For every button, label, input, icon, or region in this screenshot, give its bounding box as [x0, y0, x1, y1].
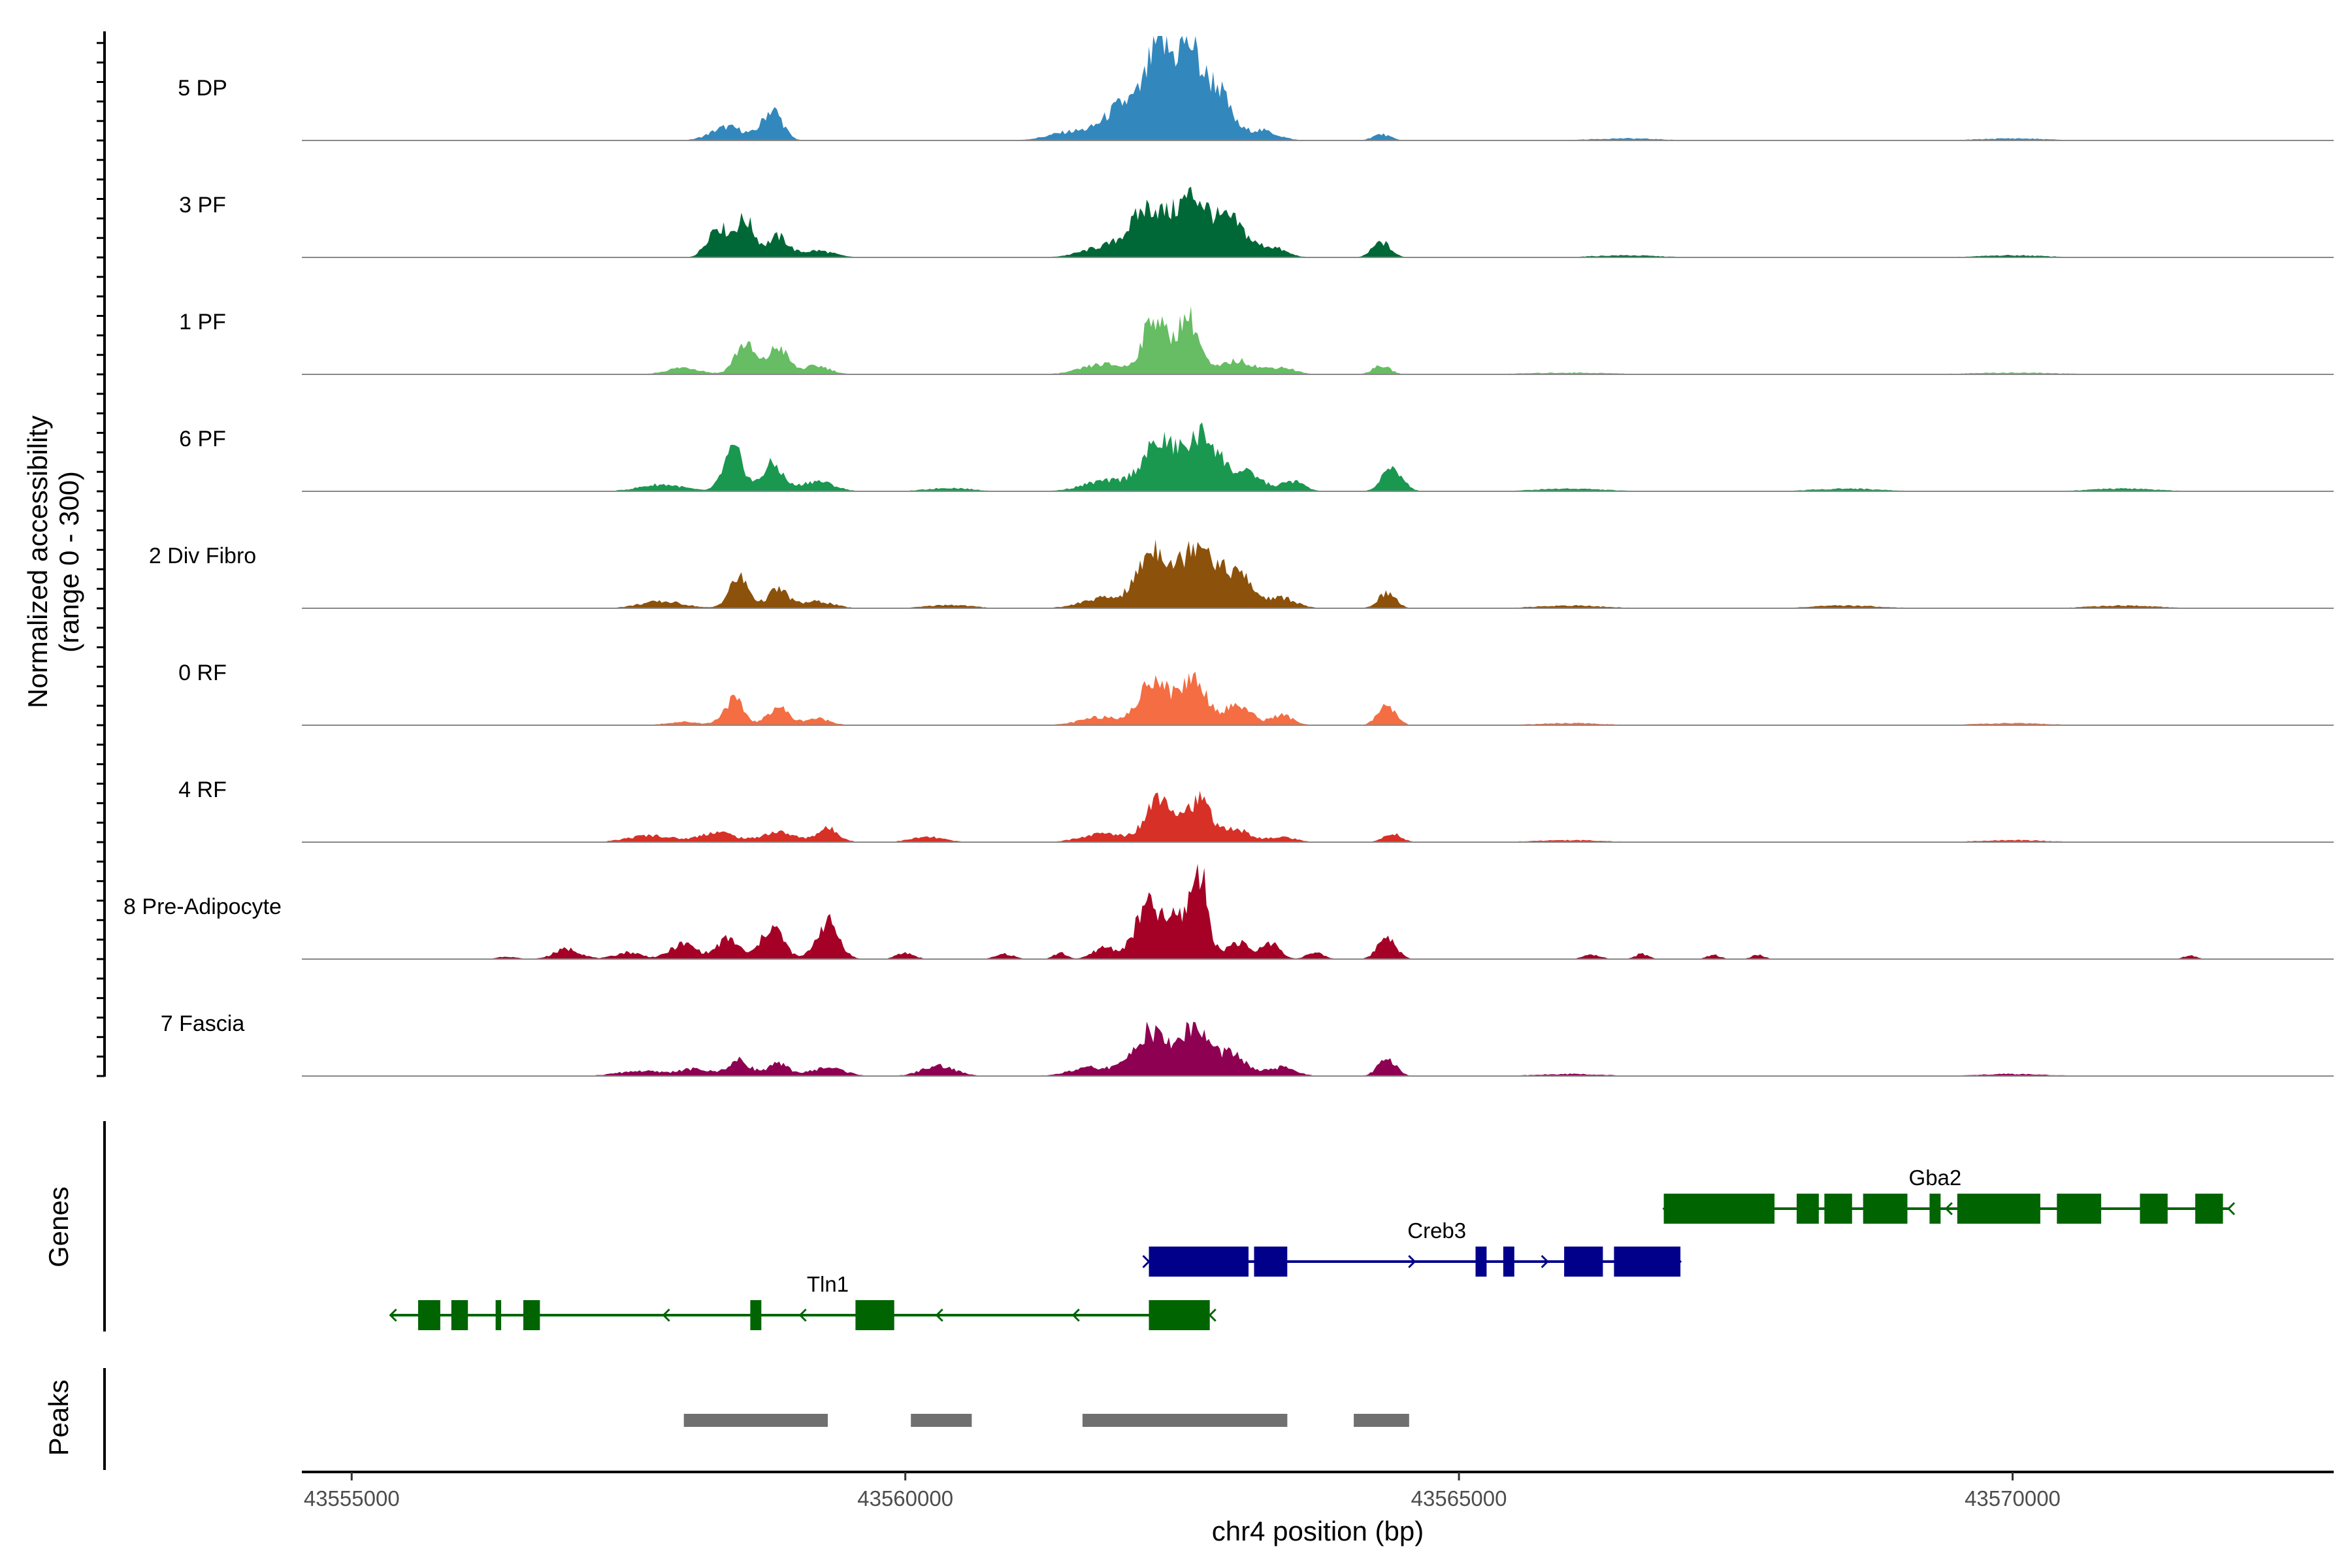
exon: [495, 1300, 502, 1330]
exon: [1824, 1194, 1852, 1224]
exon: [1929, 1194, 1941, 1224]
gene-label: Creb3: [1407, 1218, 1466, 1243]
y-axis-title-line2: (range 0 - 300): [54, 471, 84, 653]
coverage-area: [407, 539, 2223, 608]
x-tick-label: 43565000: [1411, 1486, 1507, 1511]
x-axis: chr4 position (bp) 43555000 43560000 43565…: [302, 1471, 2334, 1546]
strand-arrow: [389, 1308, 397, 1322]
gene-creb3: Creb3: [1142, 1218, 1682, 1277]
track-4: 6 PF: [179, 422, 2334, 492]
genes-panel: Genes Gba2 Creb3 Tln1: [43, 1121, 2236, 1331]
track-2: 3 PF: [179, 186, 2334, 258]
strand-arrow: [1071, 1308, 1080, 1322]
track-9: 7 Fascia: [161, 1011, 2334, 1077]
x-tick-label: 43555000: [304, 1486, 400, 1511]
strand-arrow: [2227, 1201, 2236, 1216]
track-7: 4 RF: [178, 777, 2334, 843]
genes-panel-title: Genes: [43, 1186, 74, 1267]
exon: [2140, 1194, 2168, 1224]
exon: [1149, 1300, 1210, 1330]
strand-arrow: [798, 1308, 807, 1322]
y-axis-title: Normalized accessibility (range 0 - 300): [22, 416, 84, 708]
strand-arrow: [1944, 1201, 1953, 1216]
strand-arrow: [935, 1308, 943, 1322]
track-1: 5 DP: [178, 36, 2334, 141]
peak-region: [911, 1414, 972, 1427]
exon: [1797, 1194, 1819, 1224]
y-axis: [97, 31, 106, 1077]
exon: [1564, 1247, 1603, 1277]
exon: [451, 1300, 468, 1330]
exon: [855, 1300, 894, 1330]
track-label: 0 RF: [178, 661, 227, 685]
exon: [2195, 1194, 2223, 1224]
exon: [1149, 1247, 1249, 1277]
coverage-area: [407, 422, 2223, 491]
x-tick-label: 43570000: [1965, 1486, 2061, 1511]
exon: [523, 1300, 540, 1330]
track-label: 5 DP: [178, 76, 227, 101]
peak-region: [683, 1414, 828, 1427]
track-label: 8 Pre-Adipocyte: [123, 894, 282, 919]
track-5: 2 Div Fibro: [149, 539, 2334, 609]
exon: [1614, 1247, 1681, 1277]
exon: [750, 1300, 762, 1330]
coverage-area: [407, 186, 2223, 257]
strand-arrow: [1408, 1254, 1416, 1269]
gene-gba2: Gba2: [1662, 1166, 2236, 1224]
strand-arrow: [1541, 1254, 1549, 1269]
x-tick-label: 43560000: [857, 1486, 953, 1511]
track-6: 0 RF: [178, 661, 2334, 726]
peak-region: [1082, 1414, 1288, 1427]
exon: [1863, 1194, 1908, 1224]
coverage-area: [407, 864, 2223, 959]
coverage-area: [407, 306, 2223, 374]
peaks-panel: Peaks: [43, 1368, 1409, 1470]
coverage-area: [407, 1021, 2223, 1076]
coverage-area: [407, 36, 2223, 140]
exon: [2057, 1194, 2102, 1224]
peaks-panel-title: Peaks: [43, 1380, 74, 1456]
y-axis-title-line1: Normalized accessibility: [22, 416, 53, 708]
exon: [1503, 1247, 1514, 1277]
track-3: 1 PF: [179, 306, 2334, 375]
track-label: 7 Fascia: [161, 1011, 245, 1036]
track-label: 4 RF: [178, 777, 227, 802]
gene-label: Tln1: [807, 1272, 849, 1296]
track-label: 2 Div Fibro: [149, 544, 256, 568]
gene-tln1: Tln1: [389, 1272, 1217, 1330]
accessibility-tracks: 5 DP 3 PF 1 PF 6 PF 2 Div Fibro 0 RF 4 RF 8 Pre…: [123, 36, 2334, 1077]
x-axis-title: chr4 position (bp): [1212, 1516, 1424, 1546]
exon: [1254, 1247, 1288, 1277]
track-label: 6 PF: [179, 427, 226, 451]
exon: [418, 1300, 440, 1330]
strand-arrow: [1142, 1254, 1151, 1269]
coverage-area: [407, 672, 2223, 725]
exon: [1957, 1194, 2040, 1224]
peak-region: [1354, 1414, 1409, 1427]
track-label: 3 PF: [179, 193, 226, 218]
exon: [1475, 1247, 1487, 1277]
exon: [1663, 1194, 1775, 1224]
strand-arrow: [1208, 1308, 1217, 1322]
track-label: 1 PF: [179, 310, 226, 335]
strand-arrow: [662, 1308, 670, 1322]
coverage-area: [407, 791, 2223, 842]
track-8: 8 Pre-Adipocyte: [123, 864, 2334, 960]
gene-label: Gba2: [1909, 1166, 1962, 1190]
